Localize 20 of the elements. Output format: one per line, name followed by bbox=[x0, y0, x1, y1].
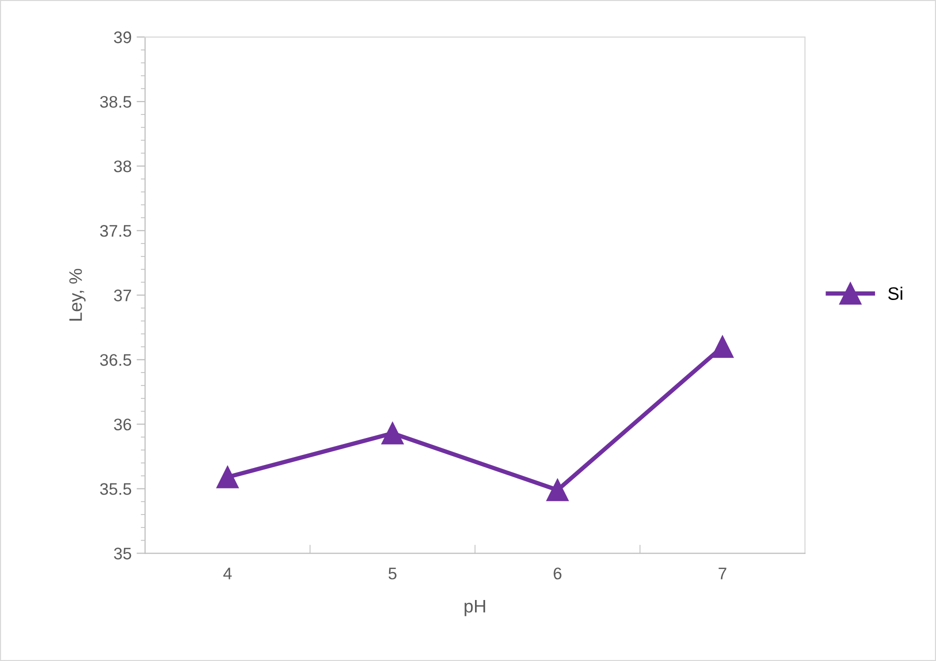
x-tick-label: 6 bbox=[554, 568, 562, 580]
y-tick-label: 37.5 bbox=[100, 225, 132, 237]
point bbox=[546, 478, 569, 502]
x-tick-label: 4 bbox=[223, 568, 232, 580]
y-tick-label: 38 bbox=[114, 160, 132, 172]
y-tick-label: 38.5 bbox=[100, 96, 132, 108]
y-tick-label: 35.5 bbox=[100, 483, 132, 495]
point bbox=[381, 422, 404, 444]
y-axis-title: Ley, % bbox=[69, 268, 86, 321]
x-tick-label: 7 bbox=[718, 568, 726, 580]
point bbox=[711, 336, 734, 358]
point bbox=[216, 466, 239, 488]
legend-label: Si bbox=[888, 286, 902, 300]
x-axis-title: pH bbox=[464, 600, 486, 616]
y-tick-label: 36.5 bbox=[100, 354, 132, 366]
y-tick-label: 35 bbox=[114, 548, 132, 560]
x-tick-label: 5 bbox=[388, 568, 396, 580]
y-tick-label: 39 bbox=[114, 31, 132, 44]
y-tick-label: 37 bbox=[114, 290, 132, 302]
y-tick-label: 36 bbox=[114, 418, 132, 430]
